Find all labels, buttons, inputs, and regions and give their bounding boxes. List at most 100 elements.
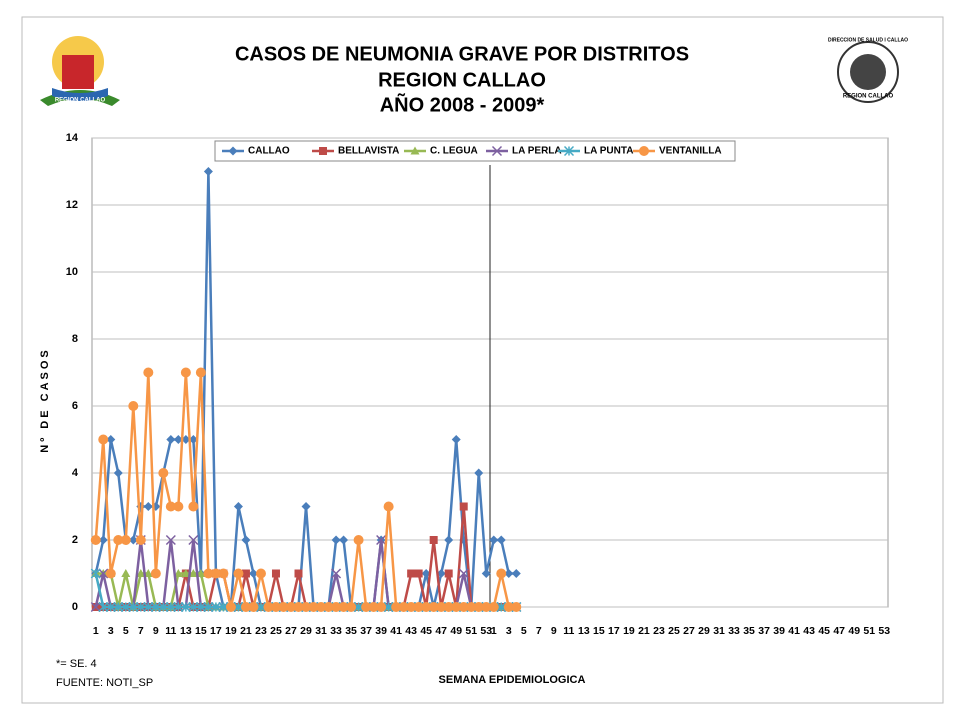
marker (98, 434, 109, 445)
x-tick-label: 13 (180, 625, 192, 637)
x-tick-label: 43 (405, 625, 417, 637)
marker (210, 568, 221, 579)
footnote: FUENTE: NOTI_SP (56, 677, 153, 689)
x-tick-label: 43 (803, 625, 815, 637)
marker (496, 601, 507, 613)
marker (308, 602, 319, 612)
marker (255, 601, 266, 613)
x-tick-label: 17 (608, 625, 620, 637)
y-tick-label: 6 (72, 400, 78, 412)
marker (128, 535, 138, 545)
marker (639, 146, 649, 156)
x-tick-label: 13 (578, 625, 590, 637)
x-tick-label: 51 (465, 625, 477, 637)
marker (331, 602, 342, 612)
marker (98, 535, 108, 545)
marker (481, 569, 491, 578)
marker (225, 602, 236, 612)
title: CASOS DE NEUMONIA GRAVE POR DISTRITOS (235, 43, 689, 65)
x-tick-label: 47 (435, 625, 447, 637)
marker (180, 601, 191, 613)
marker (98, 568, 109, 579)
marker (511, 602, 522, 612)
marker (474, 468, 484, 478)
x-tick-label: 49 (450, 625, 462, 637)
marker (173, 569, 183, 577)
x-tick-label: 15 (195, 625, 207, 637)
marker (158, 468, 169, 478)
marker (271, 569, 280, 578)
marker (504, 569, 514, 578)
marker (443, 602, 454, 612)
marker (458, 602, 469, 612)
marker (391, 602, 402, 612)
marker (241, 535, 251, 545)
marker (128, 601, 139, 613)
marker (165, 601, 176, 613)
x-tick-label: 39 (773, 625, 785, 637)
marker (113, 601, 124, 613)
y-tick-label: 8 (72, 333, 78, 345)
marker (158, 601, 169, 613)
marker (353, 601, 364, 613)
marker (398, 602, 409, 612)
marker (406, 602, 417, 612)
legend-box (214, 140, 736, 162)
marker (488, 602, 499, 612)
y-tick-label: 4 (72, 467, 79, 479)
marker (346, 602, 357, 612)
x-tick-label: 35 (345, 625, 357, 637)
marker (458, 568, 469, 579)
x-tick-label: 7 (138, 625, 144, 637)
marker (301, 502, 311, 511)
marker (263, 602, 274, 612)
marker (255, 568, 266, 579)
y-tick-label: 12 (66, 199, 78, 211)
y-tick-label: 10 (66, 266, 78, 278)
marker (286, 602, 296, 612)
marker (361, 602, 372, 612)
marker (90, 568, 101, 579)
x-tick-label: 27 (683, 625, 695, 637)
marker (188, 569, 198, 577)
marker (188, 601, 199, 613)
marker (98, 601, 109, 613)
marker (331, 568, 342, 579)
x-tick-label: 27 (285, 625, 297, 637)
marker (459, 502, 468, 511)
marker (270, 602, 281, 612)
x-tick-label: 53 (878, 625, 890, 637)
marker (294, 569, 303, 578)
x-tick-label: 9 (551, 625, 557, 637)
x-tick-label: 45 (818, 625, 830, 637)
marker (301, 602, 312, 612)
marker (233, 601, 244, 613)
marker (195, 367, 206, 378)
x-tick-label: 19 (225, 625, 237, 637)
marker (136, 569, 146, 577)
marker (105, 568, 116, 579)
logo-ribbon (52, 88, 108, 101)
x-axis-label: SEMANA EPIDEMIOLOGICA (439, 674, 586, 686)
y-axis-label: Nº DE CASOS (39, 347, 51, 452)
marker (563, 145, 575, 157)
marker (331, 535, 341, 545)
marker (173, 601, 184, 613)
x-tick-label: 23 (653, 625, 665, 637)
x-tick-label: 39 (375, 625, 387, 637)
marker (203, 167, 213, 176)
marker (436, 602, 447, 612)
marker (166, 435, 176, 444)
x-tick-label: 25 (668, 625, 680, 637)
marker (496, 535, 506, 545)
x-tick-label: 47 (833, 625, 845, 637)
marker (181, 435, 191, 444)
title: AÑO 2008 - 2009* (380, 93, 545, 116)
marker (489, 535, 499, 545)
marker (143, 569, 153, 577)
logo-center (850, 54, 886, 90)
logo-left: REGION CALLAO (40, 36, 120, 106)
x-tick-label: 33 (728, 625, 740, 637)
marker (121, 569, 131, 577)
marker (451, 435, 461, 444)
